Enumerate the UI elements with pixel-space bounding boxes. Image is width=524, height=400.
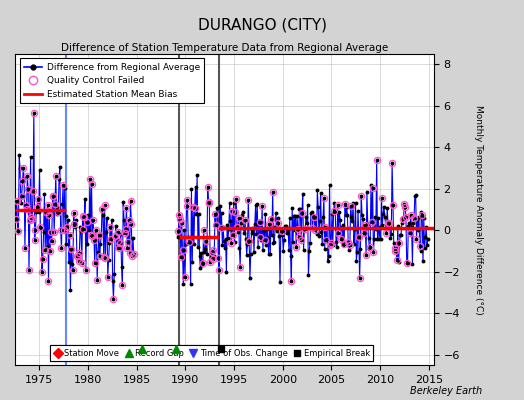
Y-axis label: Monthly Temperature Anomaly Difference (°C): Monthly Temperature Anomaly Difference (… <box>474 105 483 314</box>
Title: Difference of Station Temperature Data from Regional Average: Difference of Station Temperature Data f… <box>61 43 388 53</box>
Text: DURANGO (CITY): DURANGO (CITY) <box>198 18 326 33</box>
Legend: Station Move, Record Gap, Time of Obs. Change, Empirical Break: Station Move, Record Gap, Time of Obs. C… <box>50 346 373 361</box>
Text: Berkeley Earth: Berkeley Earth <box>410 386 482 396</box>
